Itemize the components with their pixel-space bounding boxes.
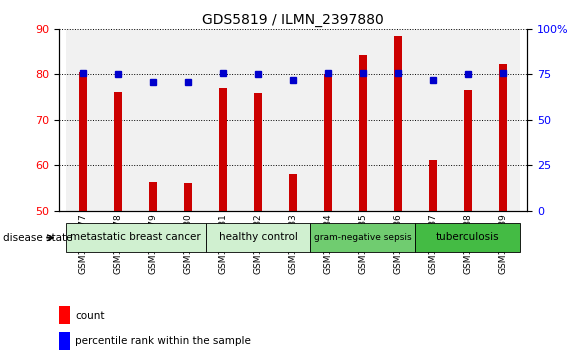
Bar bbox=[359, 55, 367, 211]
Text: tuberculosis: tuberculosis bbox=[436, 232, 500, 242]
Bar bbox=[66, 29, 101, 211]
Bar bbox=[380, 29, 415, 211]
Bar bbox=[485, 29, 520, 211]
Bar bbox=[206, 223, 311, 253]
Bar bbox=[171, 29, 206, 211]
Bar bbox=[323, 73, 332, 211]
Text: metastatic breast cancer: metastatic breast cancer bbox=[70, 232, 201, 242]
Bar bbox=[415, 29, 451, 211]
Bar bbox=[135, 29, 171, 211]
Text: healthy control: healthy control bbox=[219, 232, 298, 242]
Bar bbox=[114, 91, 122, 211]
Bar bbox=[289, 174, 297, 211]
Bar bbox=[59, 306, 70, 324]
Text: gram-negative sepsis: gram-negative sepsis bbox=[314, 233, 412, 242]
Bar bbox=[451, 29, 485, 211]
Bar bbox=[79, 72, 87, 211]
Text: count: count bbox=[75, 310, 104, 321]
Title: GDS5819 / ILMN_2397880: GDS5819 / ILMN_2397880 bbox=[202, 13, 384, 26]
Bar bbox=[499, 65, 507, 211]
Bar bbox=[206, 29, 240, 211]
Bar bbox=[394, 36, 403, 211]
Bar bbox=[346, 29, 380, 211]
Text: disease state: disease state bbox=[3, 233, 73, 243]
Bar bbox=[59, 332, 70, 350]
Bar bbox=[240, 29, 275, 211]
Bar bbox=[464, 90, 472, 211]
Bar bbox=[183, 183, 192, 211]
Bar bbox=[149, 182, 158, 211]
Bar bbox=[311, 223, 415, 253]
Bar bbox=[254, 94, 263, 211]
Bar bbox=[219, 88, 227, 211]
Text: percentile rank within the sample: percentile rank within the sample bbox=[75, 336, 251, 346]
Bar bbox=[101, 29, 135, 211]
Bar bbox=[66, 223, 206, 253]
Bar bbox=[428, 160, 437, 211]
Bar bbox=[311, 29, 346, 211]
Bar bbox=[275, 29, 311, 211]
Bar bbox=[415, 223, 520, 253]
